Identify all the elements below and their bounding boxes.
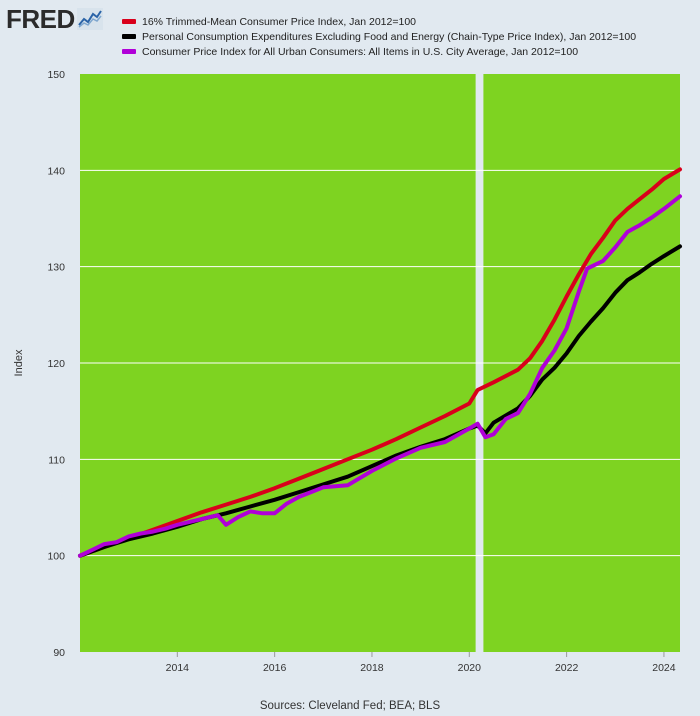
logo-text: FRED	[6, 4, 75, 34]
legend-label: Personal Consumption Expenditures Exclud…	[142, 30, 637, 43]
y-tick-label: 120	[47, 358, 65, 370]
y-tick-label: 90	[53, 647, 65, 659]
header: FRED 16% Trimmed-Mean Consumer Price Ind…	[0, 0, 700, 62]
y-tick-label: 140	[47, 165, 65, 177]
x-tick-label: 2014	[166, 662, 190, 674]
legend-item-cpi[interactable]: Consumer Price Index for All Urban Consu…	[122, 44, 636, 59]
legend-item-trimmed-mean[interactable]: 16% Trimmed-Mean Consumer Price Index, J…	[122, 14, 636, 29]
fred-logo[interactable]: FRED	[6, 6, 103, 32]
y-axis-label: Index	[13, 349, 25, 376]
legend: 16% Trimmed-Mean Consumer Price Index, J…	[122, 14, 636, 59]
y-tick-label: 100	[47, 551, 65, 563]
x-tick-label: 2024	[652, 662, 676, 674]
legend-label: 16% Trimmed-Mean Consumer Price Index, J…	[142, 15, 417, 28]
x-tick-label: 2018	[360, 662, 384, 674]
x-tick-label: 2022	[555, 662, 579, 674]
series-line-trimmed-mean	[78, 167, 682, 558]
y-tick-label: 150	[47, 69, 65, 81]
legend-label: Consumer Price Index for All Urban Consu…	[142, 45, 579, 58]
source-note: Sources: Cleveland Fed; BEA; BLS	[259, 700, 441, 712]
mini-chart-icon	[76, 8, 103, 30]
legend-swatch-purple	[122, 49, 136, 54]
legend-item-core-pce[interactable]: Personal Consumption Expenditures Exclud…	[122, 29, 636, 44]
legend-swatch-black	[122, 34, 136, 39]
y-tick-label: 110	[48, 454, 65, 466]
y-tick-label: 130	[47, 262, 65, 274]
legend-swatch-red	[122, 19, 136, 24]
x-tick-label: 2016	[263, 662, 287, 674]
series-line-cpi	[78, 194, 682, 558]
x-tick-label: 2020	[458, 662, 482, 674]
